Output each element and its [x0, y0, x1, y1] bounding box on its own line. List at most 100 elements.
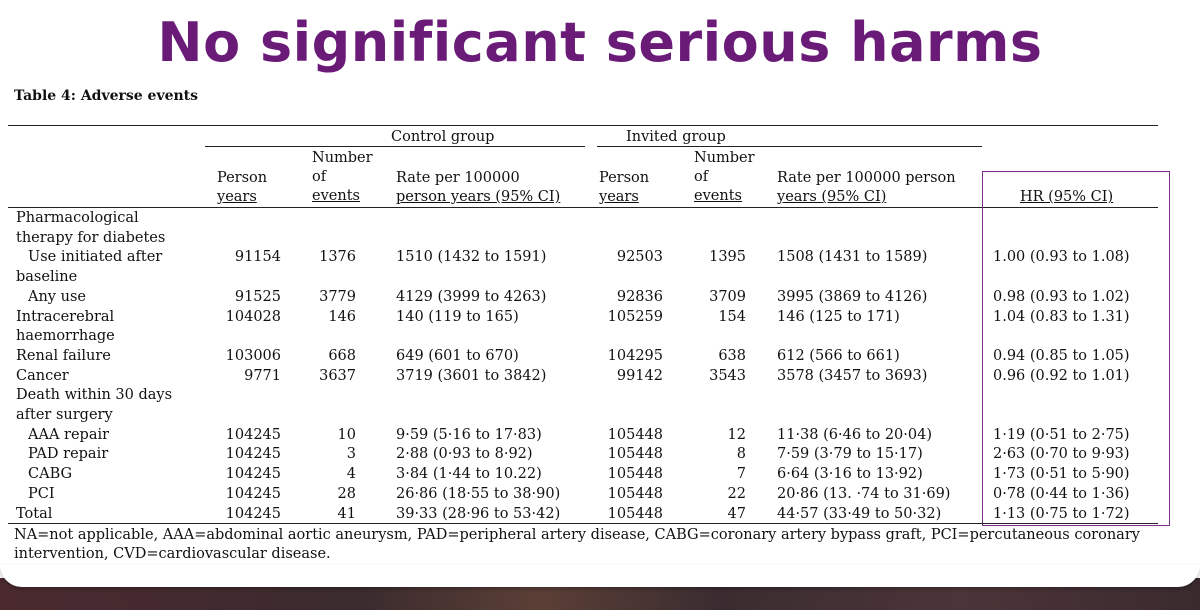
cell-invited-rate: 3578 (3457 to 3693): [777, 367, 928, 384]
cell-control-person-years: 91525: [234, 288, 281, 305]
cell-hr: 1·13 (0·75 to 1·72): [993, 505, 1130, 522]
cell-control-person-years: 104245: [225, 485, 281, 502]
col-header-text: Rate per 100000: [396, 170, 520, 186]
table-top-rule: [8, 125, 1158, 126]
slide-title: No significant serious harms: [157, 11, 1043, 74]
col-header-text: Person: [217, 170, 268, 186]
col-header-rate-control: Rate per 100000 person years (95% CI): [396, 169, 560, 207]
cell-control-events: 668: [328, 347, 356, 364]
table-bottom-rule: [8, 523, 1158, 524]
col-header-text: Person: [599, 170, 650, 186]
cell-hr: 0·78 (0·44 to 1·36): [993, 485, 1130, 502]
invited-group-rule: [597, 146, 982, 147]
cell-control-events: 3779: [319, 288, 356, 305]
row-label: PCI: [28, 485, 55, 502]
cell-invited-events: 1395: [709, 249, 746, 266]
cell-invited-person-years: 92503: [616, 249, 663, 266]
cell-invited-person-years: 105448: [607, 426, 663, 443]
cell-control-rate: 3·84 (1·44 to 10.22): [396, 466, 542, 483]
row-label: Pharmacological: [16, 210, 139, 226]
cell-control-person-years: 103006: [225, 347, 281, 364]
row-label: after surgery: [16, 407, 113, 423]
cell-control-rate: 4129 (3999 to 4263): [396, 288, 547, 305]
table-caption: Table 4: Adverse events: [14, 88, 199, 104]
cell-hr: 1.04 (0.83 to 1.31): [993, 308, 1130, 325]
col-header-text: years (95% CI): [777, 189, 887, 205]
cell-invited-rate: 1508 (1431 to 1589): [777, 249, 928, 266]
row-label: Renal failure: [16, 347, 111, 364]
row-label: PAD repair: [28, 446, 109, 463]
cell-hr: 0.98 (0.93 to 1.02): [993, 288, 1130, 305]
col-header-hr: HR (95% CI): [1020, 189, 1114, 205]
header-bottom-rule: [8, 207, 1158, 208]
cell-hr: 2·63 (0·70 to 9·93): [993, 446, 1130, 463]
cell-invited-rate: 146 (125 to 171): [777, 308, 900, 325]
cell-control-rate: 9·59 (5·16 to 17·83): [396, 426, 542, 443]
cell-invited-events: 47: [727, 505, 746, 522]
cell-control-person-years: 91154: [234, 249, 281, 266]
cell-invited-events: 638: [718, 347, 746, 364]
cell-hr: 1.00 (0.93 to 1.08): [993, 249, 1130, 266]
cell-control-events: 3: [346, 446, 356, 463]
cell-control-events: 3637: [319, 367, 356, 384]
cell-invited-events: 22: [727, 485, 746, 502]
cell-control-rate: 140 (119 to 165): [396, 308, 519, 325]
row-label: haemorrhage: [16, 328, 115, 345]
cell-invited-person-years: 105448: [607, 485, 663, 502]
cell-invited-rate: 44·57 (33·49 to 50·32): [777, 505, 942, 522]
cell-invited-person-years: 105448: [607, 505, 663, 522]
cell-invited-events: 3709: [709, 288, 746, 305]
cell-invited-person-years: 92836: [616, 288, 663, 305]
cell-control-person-years: 104028: [225, 308, 281, 325]
cell-hr: 0.96 (0.92 to 1.01): [993, 367, 1130, 384]
cell-control-events: 10: [337, 426, 356, 443]
col-header-text: events: [312, 188, 360, 204]
row-label: Use initiated after: [28, 249, 163, 266]
cell-invited-events: 12: [727, 426, 746, 443]
cell-control-events: 41: [337, 505, 356, 522]
cell-invited-rate: 11·38 (6·46 to 20·04): [777, 426, 933, 443]
cell-hr: 0.94 (0.85 to 1.05): [993, 347, 1130, 364]
col-header-text: person years (95% CI): [396, 189, 561, 205]
cell-invited-rate: 6·64 (3·16 to 13·92): [777, 466, 923, 483]
cell-control-rate: 39·33 (28·96 to 53·42): [396, 505, 561, 522]
cell-hr: 1·73 (0·51 to 5·90): [993, 466, 1130, 483]
col-header-rate-invited: Rate per 100000 person years (95% CI): [777, 169, 956, 207]
control-group-rule: [205, 146, 585, 147]
col-header-text: Number: [694, 150, 755, 166]
cell-control-person-years: 104245: [225, 466, 281, 483]
cell-invited-rate: 7·59 (3·79 to 15·17): [777, 446, 923, 463]
cell-control-person-years: 104245: [225, 426, 281, 443]
row-label: Cancer: [16, 367, 69, 384]
cell-invited-events: 7: [736, 466, 746, 483]
cell-invited-person-years: 105448: [607, 446, 663, 463]
row-label: baseline: [16, 269, 78, 286]
cell-invited-events: 154: [718, 308, 746, 325]
cell-invited-rate: 3995 (3869 to 4126): [777, 288, 928, 305]
cell-invited-rate: 612 (566 to 661): [777, 347, 900, 364]
decorative-bottom-curve: [0, 565, 1200, 587]
cell-invited-person-years: 99142: [616, 367, 663, 384]
col-header-events-invited: Number of events: [694, 149, 755, 206]
col-header-text: events: [694, 188, 742, 204]
col-header-person-years-invited: Person years: [599, 169, 649, 207]
row-label: Any use: [28, 288, 86, 305]
cell-control-events: 146: [328, 308, 356, 325]
cell-control-rate: 3719 (3601 to 3842): [396, 367, 547, 384]
row-label: therapy for diabetes: [16, 229, 166, 246]
cell-hr: 1·19 (0·51 to 2·75): [993, 426, 1130, 443]
cell-control-events: 4: [346, 466, 356, 483]
hr-highlight-box: [982, 171, 1170, 526]
col-header-text: of: [312, 169, 327, 185]
row-label: Intracerebral: [16, 308, 115, 325]
invited-group-header: Invited group: [626, 129, 726, 145]
cell-invited-person-years: 105448: [607, 466, 663, 483]
col-header-text: years: [217, 189, 257, 205]
cell-invited-events: 3543: [709, 367, 746, 384]
table-footnote: NA=not applicable, AAA=abdominal aortic …: [14, 527, 1140, 562]
cell-control-rate: 2·88 (0·93 to 8·92): [396, 446, 533, 463]
cell-control-person-years: 104245: [225, 446, 281, 463]
cell-invited-events: 8: [736, 446, 746, 463]
cell-invited-person-years: 105259: [607, 308, 663, 325]
cell-invited-person-years: 104295: [607, 347, 663, 364]
